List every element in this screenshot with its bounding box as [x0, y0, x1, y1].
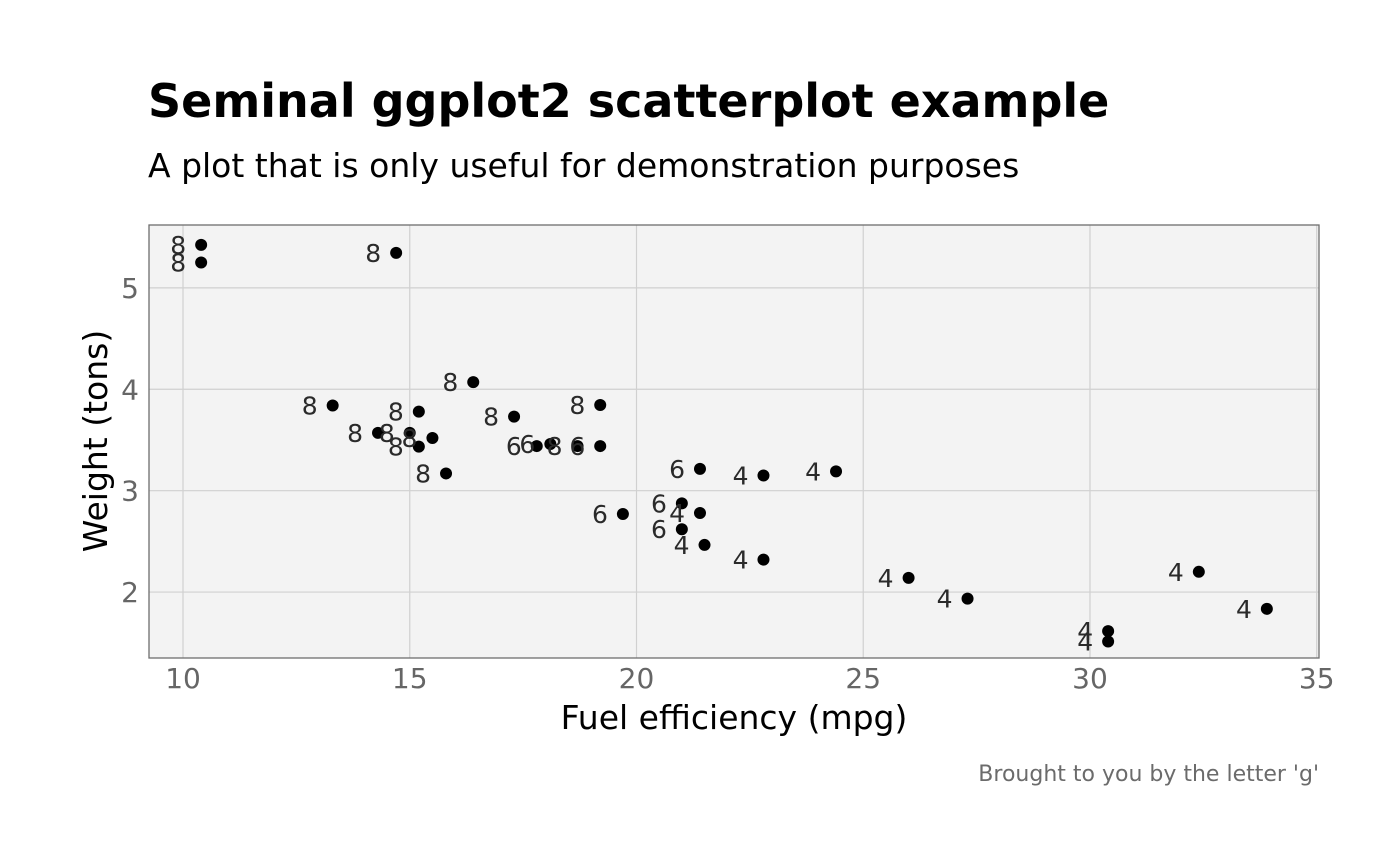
point-label: 6 [506, 432, 522, 461]
data-point [508, 410, 521, 423]
data-point [1192, 565, 1205, 578]
point-label: 4 [733, 461, 749, 490]
data-point [961, 592, 974, 605]
point-label: 4 [805, 457, 821, 486]
point-label: 4 [1077, 627, 1093, 656]
point-label: 8 [302, 392, 318, 421]
point-label: 6 [592, 500, 608, 529]
data-point [594, 398, 607, 411]
point-label: 4 [937, 585, 953, 614]
axis-tick-labels: 10 15 20 25 30 35 2 3 4 5 [121, 272, 1334, 695]
point-label: 4 [733, 546, 749, 575]
data-point [698, 538, 711, 551]
data-point [693, 462, 706, 475]
point-label: 4 [878, 564, 894, 593]
data-point [902, 571, 915, 584]
data-point [412, 405, 425, 418]
y-tick-label: 2 [121, 576, 139, 609]
data-point [675, 523, 688, 536]
point-label: 8 [442, 368, 458, 397]
data-point [195, 256, 208, 269]
data-point [1260, 602, 1273, 615]
data-point [403, 426, 416, 439]
x-axis-title: Fuel efficiency (mpg) [561, 698, 908, 737]
point-label: 8 [379, 419, 395, 448]
data-point [440, 467, 453, 480]
data-point [675, 497, 688, 510]
y-tick-label: 3 [121, 475, 139, 508]
data-point [544, 438, 557, 451]
y-axis-title: Weight (tons) [76, 330, 115, 552]
point-label: 4 [1236, 595, 1252, 624]
point-label: 8 [569, 391, 585, 420]
data-point [571, 440, 584, 453]
data-point [426, 431, 439, 444]
point-label: 4 [1168, 558, 1184, 587]
point-label: 8 [347, 419, 363, 448]
data-points [195, 238, 1273, 648]
x-tick-label: 20 [619, 662, 655, 695]
y-tick-label: 4 [121, 373, 139, 406]
point-label: 8 [365, 239, 381, 268]
data-point [467, 376, 480, 389]
data-point [693, 506, 706, 519]
data-point [594, 440, 607, 453]
point-label: 4 [674, 531, 690, 560]
point-label: 8 [483, 403, 499, 432]
point-label: 6 [651, 515, 667, 544]
data-point [616, 508, 629, 521]
chart-title: Seminal ggplot2 scatterplot example [148, 74, 1109, 128]
data-point [412, 440, 425, 453]
point-label: 4 [1077, 617, 1093, 646]
data-point [195, 238, 208, 251]
chart-subtitle: A plot that is only useful for demonstra… [148, 146, 1019, 185]
data-point [1102, 635, 1115, 648]
data-point [326, 399, 339, 412]
data-point [757, 553, 770, 566]
point-label: 8 [547, 432, 563, 461]
point-label: 8 [388, 398, 404, 427]
data-point [757, 469, 770, 482]
point-label: 8 [415, 459, 431, 488]
point-label: 8 [170, 231, 186, 260]
x-tick-label: 35 [1299, 662, 1335, 695]
data-point [830, 465, 843, 478]
x-tick-label: 30 [1072, 662, 1108, 695]
point-label: 6 [651, 489, 667, 518]
point-label: 8 [170, 249, 186, 278]
gridlines [149, 225, 1319, 658]
x-tick-label: 15 [392, 662, 428, 695]
point-label: 6 [569, 432, 585, 461]
point-label: 8 [388, 433, 404, 462]
panel-border [148, 224, 1320, 659]
data-point [390, 246, 403, 259]
point-label: 6 [519, 430, 535, 459]
data-point [372, 426, 385, 439]
data-point [1102, 625, 1115, 638]
point-label: 4 [669, 499, 685, 528]
x-tick-label: 25 [845, 662, 881, 695]
x-tick-label: 10 [165, 662, 201, 695]
point-label: 8 [402, 424, 418, 453]
data-point [530, 440, 543, 453]
chart-caption: Brought to you by the letter 'g' [978, 762, 1319, 787]
plot-panel [149, 225, 1319, 658]
y-tick-label: 5 [121, 272, 139, 305]
point-label: 6 [669, 455, 685, 484]
